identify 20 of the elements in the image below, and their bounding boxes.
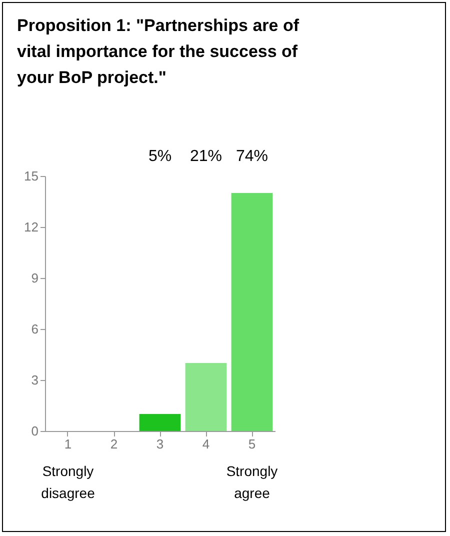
y-tick-label: 0 <box>31 424 38 438</box>
text: 21% <box>190 148 222 165</box>
text: Strongly agree <box>226 463 278 501</box>
text: 74% <box>236 148 268 165</box>
bar <box>185 363 227 431</box>
y-tick-label: 3 <box>31 372 38 388</box>
y-tick-label: 6 <box>31 322 38 336</box>
x-tick-label: 3 <box>156 436 164 452</box>
bar <box>231 193 273 431</box>
chart-title: Proposition 1: "Partnerships are of vital importance for the success of your BoP project." <box>17 15 300 89</box>
text: 5% <box>148 148 172 165</box>
y-tick-label: 12 <box>24 220 38 234</box>
y-tick-label: 9 <box>31 270 38 286</box>
x-tick-label: 1 <box>64 436 72 452</box>
x-tick-label: 5 <box>248 436 256 452</box>
x-tick-label: 2 <box>110 436 118 452</box>
text: Strongly disagree <box>41 463 96 501</box>
y-tick-label: 15 <box>24 168 38 184</box>
bar <box>139 414 181 431</box>
x-tick-label: 4 <box>202 436 210 452</box>
